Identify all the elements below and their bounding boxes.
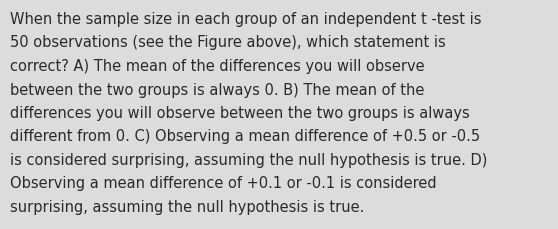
Text: differences you will observe between the two groups is always: differences you will observe between the… [10, 106, 470, 120]
Text: different from 0. C) Observing a mean difference of +0.5 or -0.5: different from 0. C) Observing a mean di… [10, 129, 480, 144]
Text: correct? A) The mean of the differences you will observe: correct? A) The mean of the differences … [10, 59, 425, 74]
Text: surprising, assuming the null hypothesis is true.: surprising, assuming the null hypothesis… [10, 199, 364, 214]
Text: When the sample size in each group of an independent t -test is: When the sample size in each group of an… [10, 12, 482, 27]
Text: 50 observations (see the Figure above), which statement is: 50 observations (see the Figure above), … [10, 35, 446, 50]
Text: is considered surprising, assuming the null hypothesis is true. D): is considered surprising, assuming the n… [10, 152, 487, 167]
Text: Observing a mean difference of +0.1 or -0.1 is considered: Observing a mean difference of +0.1 or -… [10, 176, 436, 191]
Text: between the two groups is always 0. B) The mean of the: between the two groups is always 0. B) T… [10, 82, 425, 97]
